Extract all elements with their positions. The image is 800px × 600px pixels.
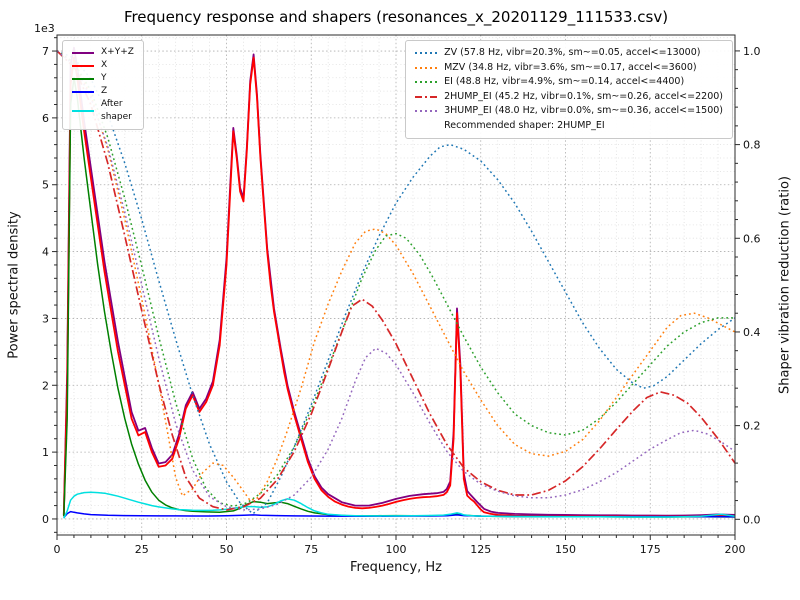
legend-psd: X+Y+Z X Y Z After shaper — [62, 40, 144, 130]
legend-line-sample-icon — [72, 90, 94, 93]
chart-title: Frequency response and shapers (resonanc… — [123, 8, 669, 26]
legend-label: After shaper — [101, 99, 132, 122]
legend-item: 3HUMP_EI (48.0 Hz, vibr=0.0%, sm~=0.36, … — [415, 104, 723, 119]
y-left-tick-label: 1 — [42, 446, 49, 459]
legend-item: ZV (57.8 Hz, vibr=20.3%, sm~=0.05, accel… — [415, 46, 723, 61]
legend-shapers: ZV (57.8 Hz, vibr=20.3%, sm~=0.05, accel… — [405, 40, 733, 139]
y-axis-label-right: Shaper vibration reduction (ratio) — [777, 176, 793, 394]
series-2hump_ei — [57, 50, 735, 511]
x-axis-label: Frequency, Hz — [349, 560, 443, 575]
legend-line-sample-icon — [415, 66, 438, 69]
series-psd_after_shaper — [63, 491, 735, 519]
legend-line-sample-icon — [415, 95, 438, 98]
legend-label: 3HUMP_EI (48.0 Hz, vibr=0.0%, sm~=0.36, … — [444, 105, 723, 116]
legend-label: X — [101, 60, 108, 70]
x-tick-label: 125 — [470, 543, 491, 556]
legend-label: MZV (34.8 Hz, vibr=3.6%, sm~=0.17, accel… — [444, 61, 697, 73]
y-right-tick-label: 0.6 — [743, 232, 761, 245]
y-right-tick-label: 0.0 — [743, 513, 761, 526]
legend-label: Z — [101, 86, 108, 96]
series-ei — [57, 50, 735, 507]
legend-item: EI (48.8 Hz, vibr=4.9%, sm~=0.14, accel<… — [415, 75, 723, 90]
legend-line-sample-icon — [72, 77, 94, 80]
legend-line-sample-icon — [415, 81, 438, 84]
legend-item: 2HUMP_EI (45.2 Hz, vibr=0.1%, sm~=0.26, … — [415, 90, 723, 105]
y-left-tick-label: 7 — [42, 45, 49, 58]
legend-label: X+Y+Z — [101, 47, 134, 57]
x-tick-label: 200 — [725, 543, 746, 556]
y-axis-label-left: Power spectral density — [6, 211, 22, 359]
y-right-tick-label: 0.8 — [743, 139, 761, 152]
y-left-tick-label: 6 — [42, 112, 49, 125]
legend-item: X — [72, 59, 134, 72]
legend-label: 2HUMP_EI (45.2 Hz, vibr=0.1%, sm~=0.26, … — [444, 90, 723, 102]
y-left-tick-label: 5 — [42, 179, 49, 192]
series-group — [57, 46, 735, 519]
x-tick-label: 100 — [386, 543, 407, 556]
y-right-tick-label: 1.0 — [743, 45, 761, 58]
x-tick-label: 50 — [220, 543, 234, 556]
legend-line-sample-icon — [72, 51, 94, 54]
y-left-tick-label: 4 — [42, 246, 49, 259]
series-psd_x — [62, 56, 735, 518]
legend-note-row: Recommended shaper: 2HUMP_EI — [415, 119, 723, 134]
legend-label: EI (48.8 Hz, vibr=4.9%, sm~=0.14, accel<… — [444, 76, 685, 87]
legend-item: Y — [72, 72, 134, 85]
legend-label: Y — [101, 73, 107, 83]
series-psd_y — [63, 77, 735, 518]
recommended-shaper-note: Recommended shaper: 2HUMP_EI — [444, 119, 605, 131]
y-right-tick-label: 0.4 — [743, 326, 761, 339]
legend-item: MZV (34.8 Hz, vibr=3.6%, sm~=0.17, accel… — [415, 61, 723, 76]
legend-label: ZV (57.8 Hz, vibr=20.3%, sm~=0.05, accel… — [444, 47, 701, 58]
series-mzv — [57, 50, 735, 502]
x-tick-label: 0 — [54, 543, 61, 556]
y-left-tick-label: 0 — [42, 513, 49, 526]
series-3hump_ei — [57, 50, 735, 511]
x-tick-label: 75 — [304, 543, 318, 556]
y-left-tick-label: 3 — [42, 312, 49, 325]
legend-item: X+Y+Z — [72, 46, 134, 59]
y-left-tick-label: 2 — [42, 379, 49, 392]
legend-item: Z — [72, 85, 134, 98]
legend-line-sample-icon — [415, 110, 438, 113]
legend-item: After shaper — [72, 98, 134, 124]
legend-line-sample-icon — [72, 110, 94, 112]
y-axis-offset-text: 1e3 — [34, 22, 55, 35]
x-tick-label: 175 — [640, 543, 661, 556]
legend-line-sample-icon — [415, 52, 438, 55]
y-right-tick-label: 0.2 — [743, 420, 761, 433]
x-tick-label: 150 — [555, 543, 576, 556]
tick-labels: 0 25 50 75 100 125 150 175 200 0 1 2 3 4 5 6 7 0.0 0.2 0.4 0… — [42, 37, 761, 556]
legend-line-sample-icon — [72, 64, 94, 67]
x-tick-label: 25 — [135, 543, 149, 556]
